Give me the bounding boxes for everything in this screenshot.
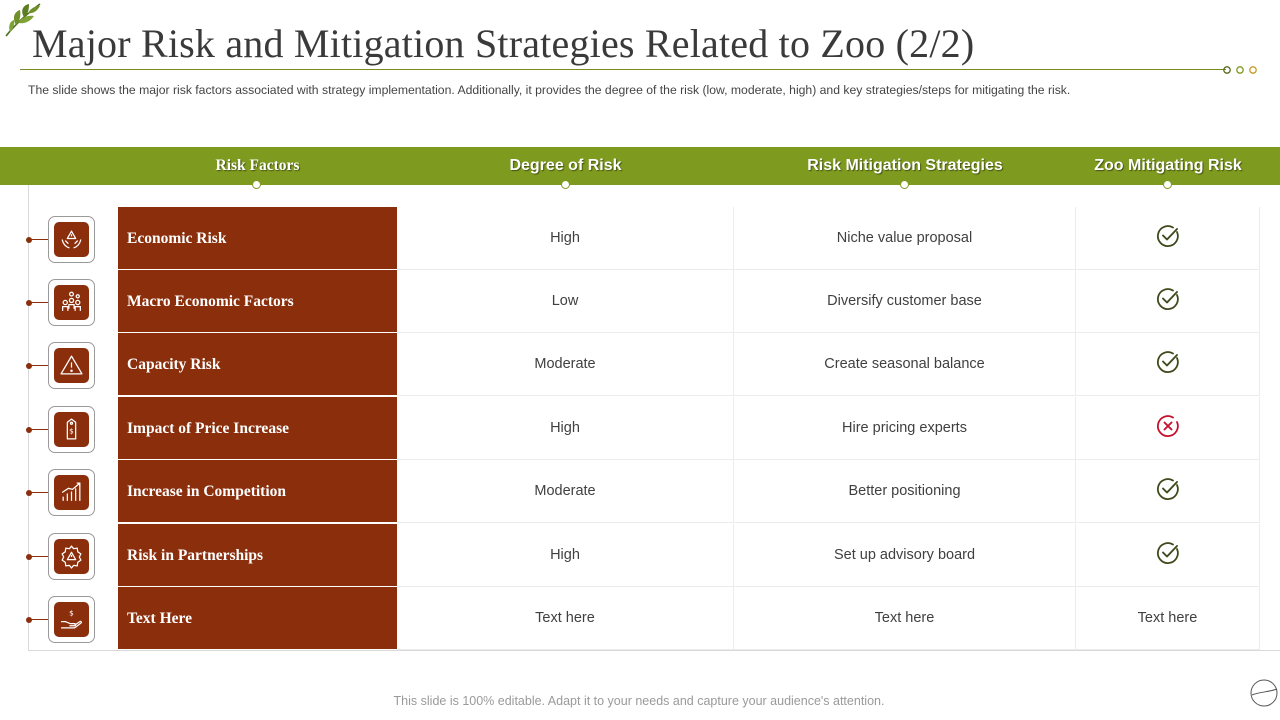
table-row: Increase in Competition Moderate Better … — [0, 460, 1280, 523]
row-bullet — [26, 490, 32, 496]
row-connector — [30, 365, 48, 366]
mitigation-strategy: Hire pricing experts — [734, 397, 1076, 460]
gear-warning-icon — [54, 539, 89, 574]
factor-icon-frame: $ — [48, 596, 95, 643]
zoo-status-text: Text here — [1076, 587, 1260, 650]
risk-factor: Text Here — [118, 587, 397, 650]
table-row: Economic Risk High Niche value proposal — [0, 207, 1280, 270]
mitigation-strategy: Text here — [734, 587, 1076, 650]
price-tag-icon: $ — [54, 412, 89, 447]
row-bullet — [26, 554, 32, 560]
table-row: Risk in Partnerships High Set up advisor… — [0, 524, 1280, 587]
mitigation-strategy: Better positioning — [734, 460, 1076, 523]
row-bullet — [26, 617, 32, 623]
zoo-status-cell — [1076, 460, 1260, 523]
risk-factor: Macro Economic Factors — [118, 270, 397, 333]
row-bullet — [26, 363, 32, 369]
row-connector — [30, 556, 48, 557]
warning-triangle-icon — [54, 348, 89, 383]
header-marker — [561, 180, 570, 189]
check-icon — [1156, 351, 1179, 373]
header-mitigation-strategies: Risk Mitigation Strategies — [807, 157, 1003, 174]
header-marker — [1163, 180, 1172, 189]
factor-icon-frame — [48, 279, 95, 326]
row-bullet — [26, 300, 32, 306]
hands-risk-icon — [54, 222, 89, 257]
table-frame-left — [28, 185, 29, 650]
decorative-dots-icon — [1223, 66, 1257, 74]
risk-factor: Increase in Competition — [118, 460, 397, 523]
table-row: Capacity Risk Moderate Create seasonal b… — [0, 333, 1280, 396]
bar-growth-icon — [54, 475, 89, 510]
row-connector — [30, 619, 48, 620]
risk-factor: Economic Risk — [118, 207, 397, 270]
slide-description: The slide shows the major risk factors a… — [28, 83, 1071, 97]
svg-text:$: $ — [69, 608, 74, 617]
hand-dollar-icon: $ — [54, 602, 89, 637]
footer-note: This slide is 100% editable. Adapt it to… — [393, 694, 885, 708]
check-icon — [1156, 478, 1179, 500]
table-header: Risk Factors Degree of Risk Risk Mitigat… — [0, 147, 1280, 189]
check-icon — [1156, 288, 1179, 310]
degree-of-risk: Moderate — [397, 333, 734, 396]
svg-text:$: $ — [69, 427, 74, 436]
zoo-status-cell — [1076, 397, 1260, 460]
factor-icon-frame — [48, 469, 95, 516]
row-bullet — [26, 427, 32, 433]
header-risk-factors: Risk Factors — [215, 157, 300, 174]
header-marker — [252, 180, 261, 189]
row-connector — [30, 429, 48, 430]
zoo-status-cell — [1076, 207, 1260, 270]
factor-icon-frame — [48, 533, 95, 580]
degree-of-risk: High — [397, 397, 734, 460]
risk-factor: Capacity Risk — [118, 333, 397, 396]
mitigation-strategy: Diversify customer base — [734, 270, 1076, 333]
zoo-status-cell — [1076, 270, 1260, 333]
header-marker — [900, 180, 909, 189]
leaf-decoration-icon — [5, 3, 41, 37]
degree-of-risk: High — [397, 524, 734, 587]
table-row: $ Impact of Price Increase High Hire pri… — [0, 397, 1280, 460]
risk-factor: Impact of Price Increase — [118, 397, 397, 460]
mitigation-strategy: Set up advisory board — [734, 524, 1076, 587]
circle-decoration-icon — [1250, 679, 1278, 707]
people-money-icon — [54, 285, 89, 320]
degree-of-risk: Moderate — [397, 460, 734, 523]
check-icon — [1156, 542, 1179, 564]
factor-icon-frame: $ — [48, 406, 95, 453]
factor-icon-frame — [48, 342, 95, 389]
mitigation-strategy: Niche value proposal — [734, 207, 1076, 270]
title-divider — [20, 69, 1226, 70]
table-frame-bottom — [28, 650, 1280, 651]
mitigation-strategy: Create seasonal balance — [734, 333, 1076, 396]
table-row: $ Text Here Text here Text here Text her… — [0, 587, 1280, 650]
cross-icon — [1156, 415, 1179, 437]
degree-of-risk: High — [397, 207, 734, 270]
row-connector — [30, 239, 48, 240]
degree-of-risk: Low — [397, 270, 734, 333]
row-bullet — [26, 237, 32, 243]
factor-icon-frame — [48, 216, 95, 263]
header-zoo-mitigating-risk: Zoo Mitigating Risk — [1094, 157, 1242, 174]
header-degree-of-risk: Degree of Risk — [509, 157, 622, 174]
zoo-status-cell — [1076, 333, 1260, 396]
row-connector — [30, 492, 48, 493]
check-icon — [1156, 225, 1179, 247]
risk-factor: Risk in Partnerships — [118, 524, 397, 587]
table-row: Macro Economic Factors Low Diversify cus… — [0, 270, 1280, 333]
degree-of-risk: Text here — [397, 587, 734, 650]
row-connector — [30, 302, 48, 303]
zoo-status-cell — [1076, 524, 1260, 587]
page-title: Major Risk and Mitigation Strategies Rel… — [32, 21, 975, 66]
